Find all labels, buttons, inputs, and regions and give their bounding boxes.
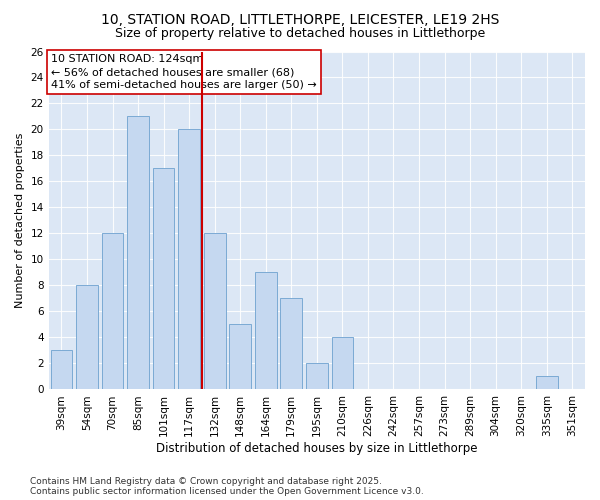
Bar <box>50 350 72 390</box>
Bar <box>127 116 149 390</box>
X-axis label: Distribution of detached houses by size in Littlethorpe: Distribution of detached houses by size … <box>156 442 478 455</box>
Text: 10 STATION ROAD: 124sqm
← 56% of detached houses are smaller (68)
41% of semi-de: 10 STATION ROAD: 124sqm ← 56% of detache… <box>51 54 317 90</box>
Bar <box>255 272 277 390</box>
Bar <box>332 338 353 390</box>
Bar <box>178 130 200 390</box>
Text: 10, STATION ROAD, LITTLETHORPE, LEICESTER, LE19 2HS: 10, STATION ROAD, LITTLETHORPE, LEICESTE… <box>101 12 499 26</box>
Bar <box>536 376 557 390</box>
Bar <box>101 234 124 390</box>
Text: Contains HM Land Registry data © Crown copyright and database right 2025.
Contai: Contains HM Land Registry data © Crown c… <box>30 476 424 496</box>
Bar <box>280 298 302 390</box>
Bar <box>204 234 226 390</box>
Text: Size of property relative to detached houses in Littlethorpe: Size of property relative to detached ho… <box>115 28 485 40</box>
Bar <box>153 168 175 390</box>
Bar <box>229 324 251 390</box>
Y-axis label: Number of detached properties: Number of detached properties <box>15 133 25 308</box>
Bar <box>76 286 98 390</box>
Bar <box>306 364 328 390</box>
